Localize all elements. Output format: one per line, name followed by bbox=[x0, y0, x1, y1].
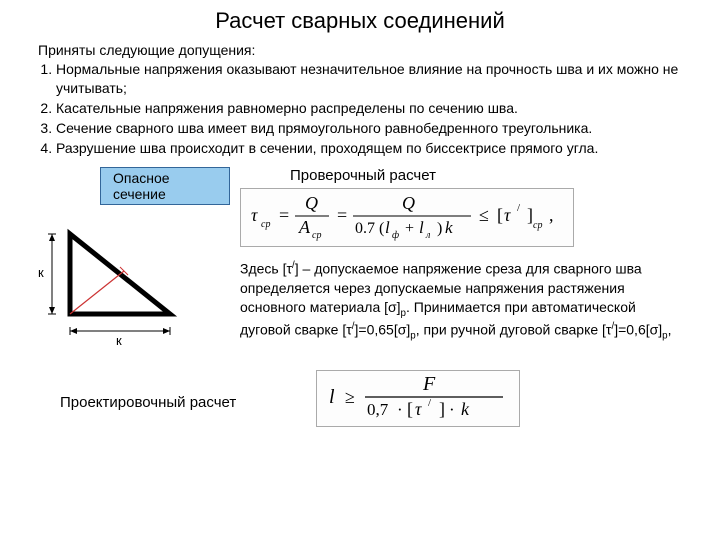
svg-text:[: [ bbox=[497, 205, 503, 225]
page-title: Расчет сварных соединений bbox=[30, 8, 690, 34]
svg-text:/: / bbox=[517, 202, 521, 214]
svg-text:ф: ф bbox=[392, 230, 399, 241]
assumption-4: Разрушение шва происходит в сечении, про… bbox=[56, 139, 690, 158]
assumption-2: Касательные напряжения равномерно распре… bbox=[56, 99, 690, 118]
svg-text:l: l bbox=[419, 218, 424, 237]
svg-text:ср: ср bbox=[261, 219, 270, 230]
svg-text:≥: ≥ bbox=[345, 387, 355, 407]
svg-text:l: l bbox=[329, 386, 335, 408]
svg-text:): ) bbox=[437, 220, 442, 237]
check-formula: τ ср = Q A ср = Q 0.7 ( l ф + l л ) bbox=[240, 188, 574, 247]
svg-text:[: [ bbox=[407, 399, 413, 419]
svg-text:Q: Q bbox=[402, 193, 415, 213]
design-formula: l ≥ F 0,7 · [ τ / ] · k bbox=[316, 370, 520, 427]
weld-triangle-diagram: к к bbox=[30, 219, 230, 352]
svg-text:≤: ≤ bbox=[479, 205, 489, 225]
svg-text:,: , bbox=[549, 205, 554, 225]
svg-text:0,7: 0,7 bbox=[367, 400, 389, 419]
check-calc-label: Проверочный расчет bbox=[290, 167, 690, 184]
k-label-vertical: к bbox=[38, 265, 44, 280]
svg-text:=: = bbox=[279, 205, 289, 225]
design-calc-label: Проектировочный расчет bbox=[60, 394, 236, 411]
svg-text:ср: ср bbox=[312, 230, 321, 241]
svg-text:]: ] bbox=[439, 399, 445, 419]
svg-text:=: = bbox=[337, 205, 347, 225]
svg-text:k: k bbox=[445, 218, 453, 237]
svg-text:τ: τ bbox=[251, 205, 258, 225]
svg-text:τ: τ bbox=[415, 399, 422, 419]
svg-text:ср: ср bbox=[533, 220, 542, 231]
svg-text:0.7: 0.7 bbox=[355, 220, 375, 237]
assumption-3: Сечение сварного шва имеет вид прямоугол… bbox=[56, 119, 690, 138]
svg-text:F: F bbox=[422, 373, 436, 395]
explanation-text: Здесь [τ/] – допускаемое напряжение срез… bbox=[240, 259, 690, 342]
svg-text:τ: τ bbox=[504, 205, 511, 225]
svg-text:/: / bbox=[428, 397, 432, 409]
k-label-horizontal: к bbox=[116, 333, 122, 348]
svg-text:l: l bbox=[385, 218, 390, 237]
svg-text:+: + bbox=[405, 220, 414, 237]
assumption-1: Нормальные напряжения оказывают незначит… bbox=[56, 60, 690, 98]
svg-text:(: ( bbox=[379, 220, 384, 237]
assumptions-list: Нормальные напряжения оказывают незначит… bbox=[56, 60, 690, 157]
svg-text:·: · bbox=[397, 400, 403, 419]
danger-section-label: Опасное сечение bbox=[100, 167, 230, 205]
svg-text:Q: Q bbox=[305, 193, 318, 213]
intro-text: Приняты следующие допущения: bbox=[38, 42, 690, 58]
svg-text:k: k bbox=[461, 399, 470, 419]
svg-text:·: · bbox=[449, 400, 455, 419]
svg-text:л: л bbox=[425, 230, 431, 241]
svg-text:A: A bbox=[298, 217, 311, 237]
